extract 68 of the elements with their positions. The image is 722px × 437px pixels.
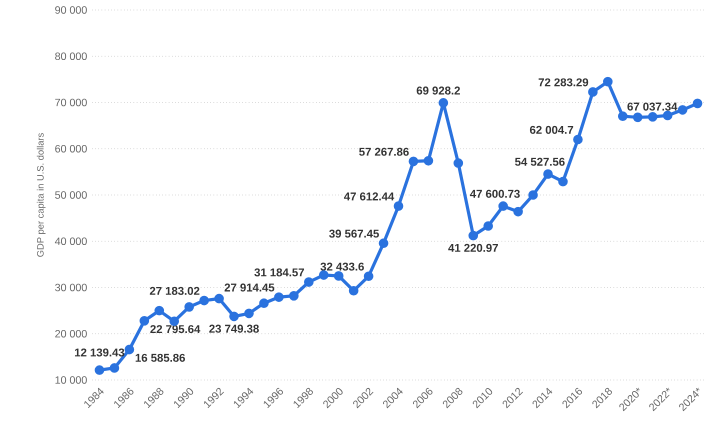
data-label: 54 527.56 bbox=[515, 158, 565, 166]
point bbox=[528, 190, 538, 200]
y-tick-label: 60 000 bbox=[55, 144, 87, 153]
point bbox=[543, 169, 553, 179]
point bbox=[394, 201, 404, 211]
y-tick-label: 70 000 bbox=[55, 98, 87, 106]
point bbox=[304, 277, 314, 287]
point bbox=[124, 344, 134, 354]
y-tick-label: 80 000 bbox=[55, 52, 87, 60]
y-tick-label: 90 000 bbox=[55, 6, 87, 14]
point bbox=[424, 156, 434, 166]
data-label: 31 184.57 bbox=[254, 268, 304, 276]
point bbox=[662, 110, 672, 120]
point bbox=[154, 306, 164, 316]
point bbox=[140, 316, 150, 326]
data-label: 39 567.45 bbox=[329, 230, 379, 238]
point bbox=[678, 105, 688, 115]
point bbox=[348, 286, 358, 296]
point bbox=[408, 156, 418, 166]
data-label: 32 433.6 bbox=[320, 262, 364, 271]
point bbox=[588, 87, 598, 97]
point bbox=[648, 112, 658, 122]
point bbox=[110, 363, 120, 373]
point bbox=[454, 158, 464, 168]
data-label: 22 795.64 bbox=[150, 325, 200, 334]
data-label: 62 004.7 bbox=[530, 126, 574, 134]
y-tick-label: 30 000 bbox=[55, 284, 87, 292]
point bbox=[603, 76, 613, 86]
point bbox=[244, 308, 254, 318]
data-label: 57 267.86 bbox=[359, 148, 409, 156]
y-tick-label: 20 000 bbox=[55, 330, 87, 338]
point bbox=[468, 230, 478, 240]
point bbox=[94, 365, 104, 375]
point bbox=[618, 111, 628, 122]
data-label: 23 749.38 bbox=[209, 324, 259, 333]
data-label: 12 139.43 bbox=[74, 348, 124, 357]
y-tick-label: 40 000 bbox=[54, 237, 87, 246]
point bbox=[259, 298, 269, 308]
point bbox=[438, 98, 448, 108]
data-label: 67 037.34 bbox=[627, 102, 678, 111]
data-label: 41 220.97 bbox=[448, 244, 498, 252]
point bbox=[632, 112, 643, 122]
point bbox=[364, 271, 374, 282]
y-tick-label: 10 000 bbox=[55, 376, 87, 384]
data-label: 47 600.73 bbox=[470, 190, 520, 198]
data-label: 27 914.45 bbox=[224, 284, 274, 292]
point bbox=[229, 312, 239, 322]
point bbox=[274, 292, 284, 302]
data-label: 69 928.2 bbox=[416, 86, 460, 95]
point bbox=[573, 134, 583, 144]
point bbox=[513, 206, 523, 216]
data-label: 72 283.29 bbox=[538, 78, 588, 86]
point bbox=[498, 201, 508, 211]
point bbox=[199, 296, 209, 306]
point bbox=[289, 291, 299, 301]
point bbox=[558, 176, 568, 186]
y-tick-label: 50 000 bbox=[55, 191, 87, 199]
point bbox=[184, 302, 194, 312]
data-label: 27 183.02 bbox=[150, 286, 200, 295]
point bbox=[334, 271, 344, 281]
y-axis-title: GDP per capita in U.S. dollars bbox=[36, 133, 46, 257]
point bbox=[214, 294, 224, 304]
data-label: 16 585.86 bbox=[136, 354, 185, 362]
data-label: 47 612.44 bbox=[344, 192, 394, 200]
point bbox=[692, 98, 702, 108]
point bbox=[318, 270, 329, 280]
point bbox=[378, 238, 388, 248]
point bbox=[483, 221, 494, 231]
